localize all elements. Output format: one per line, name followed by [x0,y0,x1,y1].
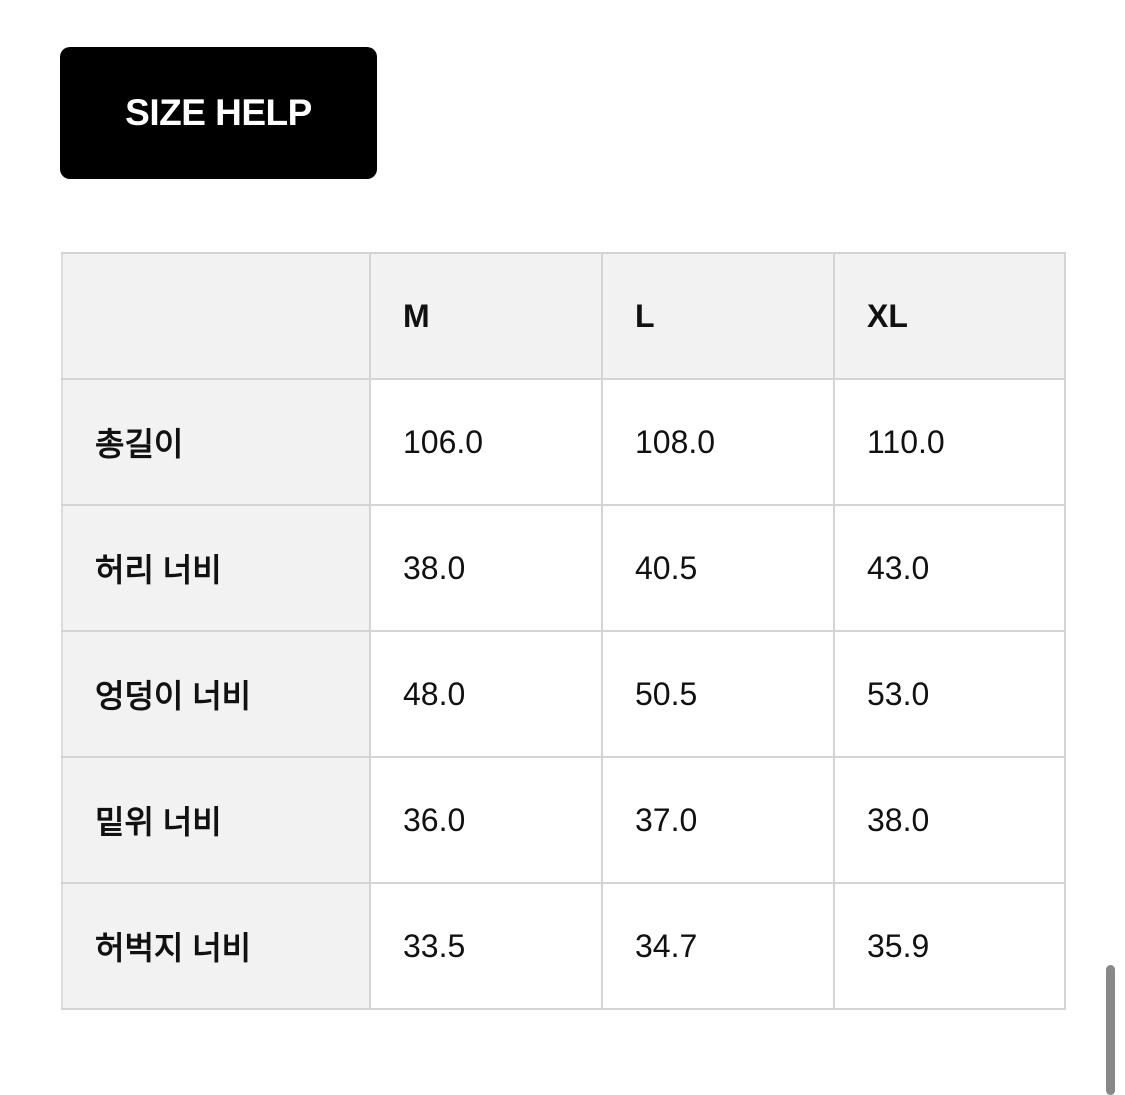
row-label: 총길이 [61,378,371,506]
header-size-l: L [601,252,835,380]
table-cell: 34.7 [601,882,835,1010]
table-cell: 110.0 [833,378,1066,506]
table-cell: 38.0 [833,756,1066,884]
table-cell: 50.5 [601,630,835,758]
table-cell: 106.0 [369,378,603,506]
table-row: 총길이 106.0 108.0 110.0 [61,378,1066,506]
table-cell: 53.0 [833,630,1066,758]
table-cell: 108.0 [601,378,835,506]
table-cell: 48.0 [369,630,603,758]
table-cell: 38.0 [369,504,603,632]
table-cell: 37.0 [601,756,835,884]
row-label: 엉덩이 너비 [61,630,371,758]
table-header-row: M L XL [61,252,1066,380]
row-label: 허벅지 너비 [61,882,371,1010]
row-label: 밑위 너비 [61,756,371,884]
table-row: 엉덩이 너비 48.0 50.5 53.0 [61,630,1066,758]
header-size-m: M [369,252,603,380]
table-cell: 35.9 [833,882,1066,1010]
header-empty [61,252,371,380]
table-row: 허벅지 너비 33.5 34.7 35.9 [61,882,1066,1010]
table-cell: 40.5 [601,504,835,632]
size-table: M L XL 총길이 106.0 108.0 110.0 허리 너비 38.0 40.5 43… [61,252,1066,1010]
table-cell: 33.5 [369,882,603,1010]
size-help-button[interactable]: SIZE HELP [60,47,377,179]
table-row: 밑위 너비 36.0 37.0 38.0 [61,756,1066,884]
scrollbar[interactable] [1106,965,1115,1095]
table-cell: 36.0 [369,756,603,884]
header-size-xl: XL [833,252,1066,380]
row-label: 허리 너비 [61,504,371,632]
table-row: 허리 너비 38.0 40.5 43.0 [61,504,1066,632]
table-cell: 43.0 [833,504,1066,632]
